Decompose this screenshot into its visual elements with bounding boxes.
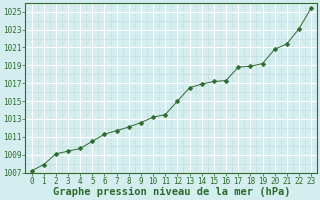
X-axis label: Graphe pression niveau de la mer (hPa): Graphe pression niveau de la mer (hPa) bbox=[52, 187, 290, 197]
